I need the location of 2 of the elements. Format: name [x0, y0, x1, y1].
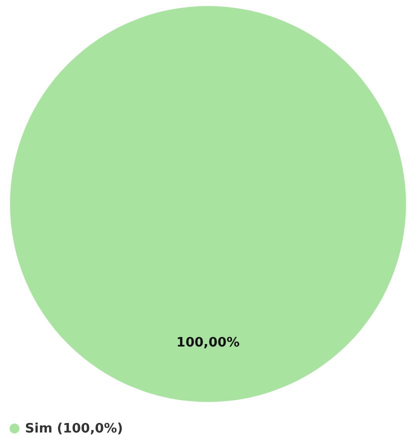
legend-label: Sim (100,0%)	[25, 422, 123, 435]
data-label: 100,00%	[176, 336, 240, 351]
